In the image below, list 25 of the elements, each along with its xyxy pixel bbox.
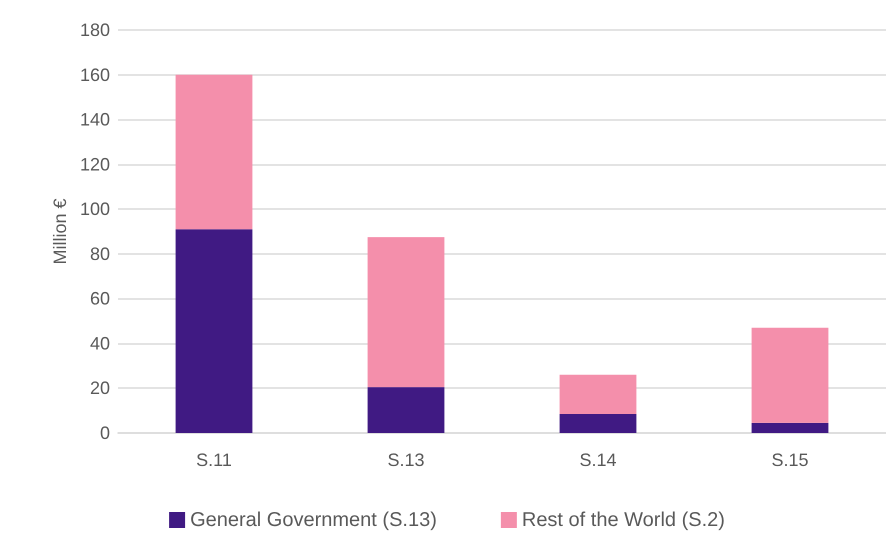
y-tick-label: 140	[80, 110, 110, 130]
x-tick-label: S.13	[387, 450, 425, 470]
x-tick-label: S.11	[196, 450, 232, 470]
x-tick-label: S.14	[579, 450, 617, 470]
y-tick-label: 60	[90, 288, 110, 309]
y-tick-label: 160	[80, 64, 110, 85]
y-axis-title: Million €	[50, 198, 70, 265]
legend-label: General Government (S.13)	[190, 509, 437, 531]
bar	[752, 422, 828, 433]
legend-label: Rest of the World (S.2)	[522, 509, 725, 531]
bar	[176, 229, 252, 433]
y-tick-label: 0	[100, 423, 110, 443]
x-tick-label: S.15	[771, 450, 809, 470]
bar	[752, 328, 828, 423]
y-tick-label: 100	[80, 199, 110, 220]
bar	[176, 74, 252, 230]
bar	[560, 414, 636, 433]
y-tick-label: 20	[90, 378, 110, 398]
y-tick-label: 80	[90, 244, 110, 264]
y-tick-label: 180	[80, 20, 110, 40]
y-tick-label: 120	[80, 154, 110, 174]
bar	[368, 237, 444, 388]
bar	[368, 387, 444, 433]
y-tick-label: 40	[90, 333, 110, 354]
bar	[560, 374, 636, 414]
